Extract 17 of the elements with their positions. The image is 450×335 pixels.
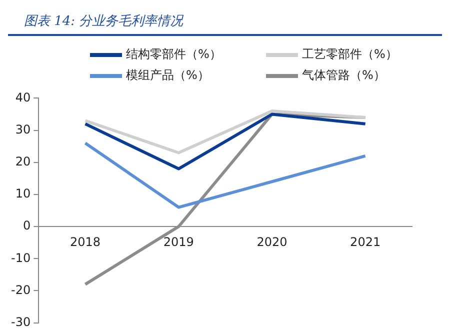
- y-tick-label: 10: [15, 186, 31, 201]
- x-tick-label: 2018: [70, 234, 101, 249]
- y-tick-label: -30: [10, 314, 31, 329]
- x-tick-label: 2021: [350, 234, 381, 249]
- legend-label: 气体管路（%）: [302, 67, 386, 84]
- y-tick-label: 20: [15, 154, 31, 168]
- x-tick-label: 2019: [163, 234, 194, 249]
- y-tick-label: 0: [22, 218, 31, 233]
- legend-label: 结构零部件（%）: [126, 46, 222, 63]
- x-tick-label: 2020: [256, 234, 288, 249]
- y-tick-label: -20: [10, 282, 31, 297]
- chart-title: 图表 14: 分业务毛利率情况: [8, 8, 442, 36]
- y-tick-label: -10: [10, 250, 31, 265]
- y-tick-label: 40: [15, 90, 31, 104]
- legend-label: 工艺零部件（%）: [302, 46, 398, 63]
- y-tick-label: 30: [15, 122, 31, 136]
- legend-label: 模组产品（%）: [126, 67, 210, 84]
